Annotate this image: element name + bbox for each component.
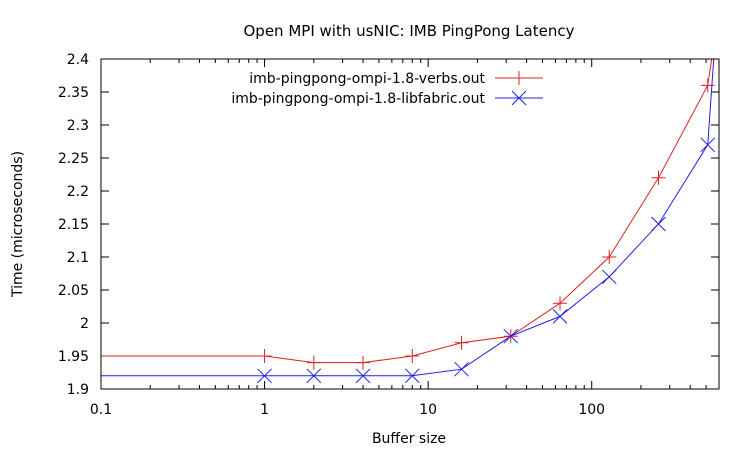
cross-marker-icon — [700, 137, 716, 153]
x-tick-label: 1 — [260, 402, 269, 418]
series-0 — [101, 58, 715, 370]
y-tick-label: 2.25 — [58, 151, 89, 167]
cross-marker-icon — [355, 368, 371, 384]
series-line — [101, 58, 713, 364]
y-tick-label: 2.3 — [67, 118, 89, 134]
plot-area — [101, 58, 716, 384]
series-1 — [101, 58, 716, 384]
plus-marker-icon — [651, 170, 666, 185]
plus-marker-icon — [405, 349, 420, 363]
y-tick-label: 2.4 — [67, 52, 89, 68]
y-tick-label: 2.15 — [58, 217, 89, 233]
y-tick-label: 2.2 — [67, 184, 89, 200]
cross-marker-icon — [511, 90, 527, 106]
plus-marker-icon — [306, 355, 321, 370]
x-tick-label: 10 — [419, 402, 437, 418]
y-tick-label: 1.9 — [67, 382, 89, 398]
plus-marker-icon — [553, 296, 568, 311]
plot-frame — [100, 58, 720, 390]
plus-marker-icon — [356, 355, 371, 370]
cross-marker-icon — [601, 269, 617, 285]
y-tick-label: 2.35 — [58, 85, 89, 101]
plus-marker-icon — [602, 250, 617, 264]
x-axis-label: Buffer size — [372, 431, 446, 447]
plus-marker-icon — [700, 78, 715, 93]
cross-marker-icon — [552, 309, 568, 324]
plus-marker-icon — [512, 71, 526, 85]
series-line — [101, 58, 715, 377]
y-tick-label: 2.1 — [67, 250, 89, 266]
chart-title: Open MPI with usNIC: IMB PingPong Latenc… — [244, 22, 575, 40]
y-tick-label: 2.05 — [58, 283, 89, 299]
x-axis: 0.1 1 10 100 — [90, 59, 720, 418]
y-axis-label: Time (microseconds) — [10, 151, 26, 298]
legend-label: imb-pingpong-ompi-1.8-libfabric.out — [231, 91, 485, 107]
plus-marker-icon — [454, 335, 469, 350]
cross-marker-icon — [257, 368, 272, 384]
y-tick-label: 2 — [80, 316, 89, 332]
plus-marker-icon — [257, 349, 272, 363]
x-tick-label: 100 — [578, 402, 605, 418]
cross-marker-icon — [454, 361, 469, 377]
legend: imb-pingpong-ompi-1.8-verbs.out imb-pingp… — [231, 71, 543, 107]
legend-label: imb-pingpong-ompi-1.8-verbs.out — [249, 71, 485, 87]
cross-marker-icon — [651, 216, 666, 232]
y-axis: 1.9 1.95 2 2.05 2.1 2.15 2.2 2.25 2.3 2.35 2.4 — [58, 52, 719, 398]
cross-marker-icon — [306, 368, 322, 384]
cross-marker-icon — [404, 368, 420, 384]
y-tick-label: 1.95 — [58, 349, 89, 365]
x-tick-label: 0.1 — [90, 402, 112, 418]
cross-marker-icon — [503, 328, 519, 344]
